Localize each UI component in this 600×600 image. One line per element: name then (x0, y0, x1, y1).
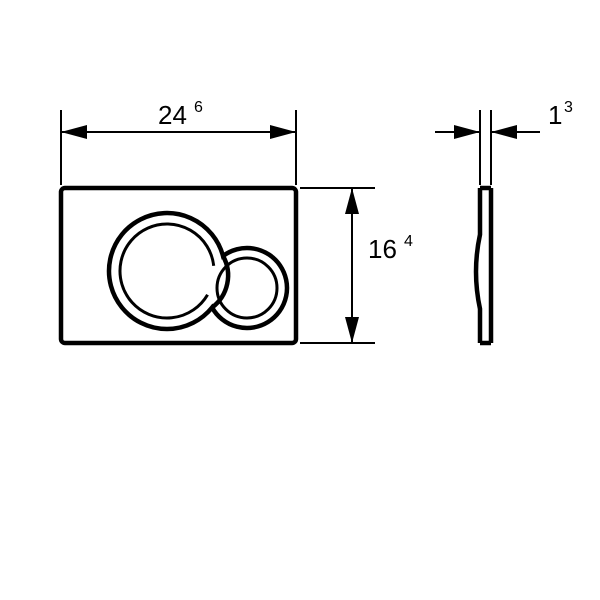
dim-arrow (454, 125, 480, 139)
dim-width-sup: 6 (194, 99, 203, 116)
dim-arrow (61, 125, 87, 139)
large-button-inner (120, 224, 214, 318)
dim-width: 24 (158, 100, 187, 130)
dim-arrow (345, 317, 359, 343)
dim-depth: 1 (548, 100, 562, 130)
dimension-drawing: 24 6 16 4 13 (0, 0, 600, 600)
dim-arrow (491, 125, 517, 139)
side-front-edge (476, 188, 480, 343)
dim-height: 16 (368, 234, 397, 264)
dim-arrow (345, 188, 359, 214)
dim-height-sup: 4 (404, 233, 413, 250)
dim-arrow (270, 125, 296, 139)
dim-depth-sup: 3 (564, 99, 573, 116)
front-plate (61, 188, 296, 343)
buttons-union-outline (109, 213, 287, 329)
